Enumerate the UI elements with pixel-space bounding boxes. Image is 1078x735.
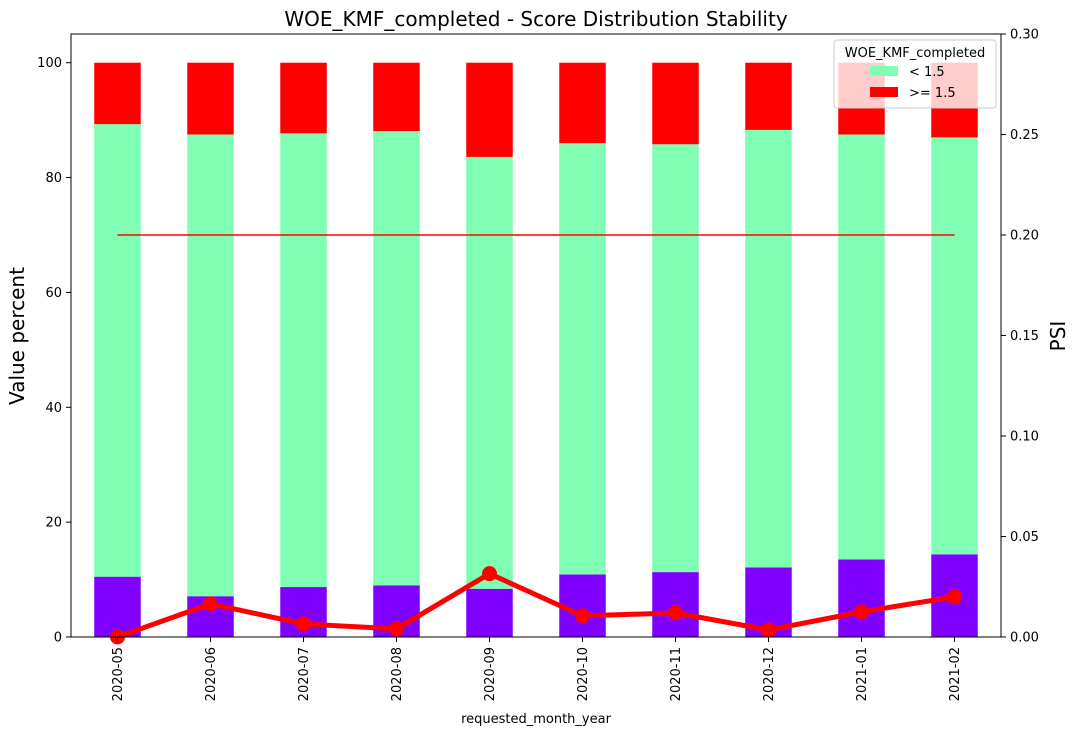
bar-2021-02-s1 [931, 137, 978, 555]
y2-tick-label: 0.10 [1010, 430, 1039, 445]
bar-2020-11-s1 [652, 144, 699, 573]
bar-2020-11-s2 [652, 62, 699, 145]
legend: WOE_KMF_completed < 1.5 >= 1.5 [833, 39, 997, 109]
bar-2020-07-s2 [280, 62, 327, 134]
bar-2020-07-s1 [280, 133, 327, 588]
bar-2020-10-s0 [559, 574, 606, 637]
y-tick-label: 20 [45, 516, 62, 531]
psi-line [116, 571, 955, 640]
legend-title: WOE_KMF_completed [845, 46, 986, 61]
bar-2020-09-s2 [466, 62, 513, 157]
x-axis-title: requested_month_year [461, 712, 612, 727]
psi-point-2020-09 [482, 566, 497, 582]
bar-2020-09-s0 [466, 588, 513, 637]
y2-tick-label: 0.20 [1010, 229, 1039, 244]
legend-swatch-0 [870, 66, 898, 76]
y2-tick-label: 0.30 [1010, 28, 1039, 43]
psi-point-2021-01 [854, 604, 869, 620]
bar-2020-08-s1 [373, 131, 420, 586]
y2-tick-label: 0.00 [1010, 631, 1039, 646]
x-tick-label: 2020-11 [669, 647, 684, 701]
x-tick-label: 2020-12 [762, 647, 777, 701]
y-tick-label: 60 [45, 286, 62, 301]
x-tick-label: 2020-07 [297, 647, 312, 701]
x-tick-label: 2020-09 [483, 647, 498, 701]
psi-point-2020-06 [203, 596, 218, 612]
bar-2021-01-s0 [838, 559, 885, 637]
x-tick-label: 2021-02 [948, 647, 963, 701]
bar-2020-08-s2 [373, 62, 420, 132]
psi-point-2020-07 [296, 616, 311, 632]
bars-layer [94, 62, 978, 637]
bar-2020-12-s2 [745, 62, 792, 130]
x-tick-label: 2020-05 [111, 647, 126, 701]
x-tick-label: 2020-08 [390, 647, 405, 701]
y-axis-title: Value percent [5, 267, 29, 405]
psi-point-2020-12 [761, 622, 776, 638]
x-tick-label: 2021-01 [855, 647, 870, 701]
psi-point-2020-08 [389, 621, 404, 637]
axes-layer: 0 20 40 60 80 100 0.00 0.05 0.10 0.15 0.20 0.25 0.30… [37, 28, 1039, 702]
y-tick-label: 80 [45, 171, 62, 186]
bar-2020-12-s1 [745, 129, 792, 568]
psi-point-2020-10 [575, 608, 590, 624]
psi-point-2020-11 [668, 605, 683, 621]
y2-tick-label: 0.25 [1010, 128, 1039, 143]
bar-2020-05-s2 [94, 62, 141, 125]
y2-tick-label: 0.05 [1010, 530, 1039, 545]
legend-entry-0: < 1.5 [909, 65, 945, 80]
legend-entry-1: >= 1.5 [909, 86, 956, 101]
bar-2021-01-s1 [838, 134, 885, 560]
y-tick-label: 0 [54, 631, 62, 646]
x-tick-label: 2020-06 [204, 647, 219, 701]
y2-axis-title: PSI [1046, 321, 1070, 352]
psi-point-2021-02 [947, 589, 962, 605]
bar-2020-10-s1 [559, 143, 606, 575]
chart-title: WOE_KMF_completed - Score Distribution S… [284, 7, 787, 31]
y2-tick-label: 0.15 [1010, 329, 1039, 344]
bar-2020-09-s1 [466, 156, 513, 589]
bar-2020-10-s2 [559, 62, 606, 144]
y-tick-label: 40 [45, 401, 62, 416]
bar-2020-06-s2 [187, 62, 234, 135]
bar-2020-11-s0 [652, 572, 699, 637]
x-tick-label: 2020-10 [576, 647, 591, 701]
bar-2020-05-s0 [94, 576, 141, 637]
legend-swatch-1 [870, 87, 898, 97]
lines-layer [110, 234, 962, 645]
bar-2020-05-s1 [94, 124, 141, 577]
bar-2020-06-s1 [187, 134, 234, 597]
y-tick-label: 100 [37, 56, 62, 71]
